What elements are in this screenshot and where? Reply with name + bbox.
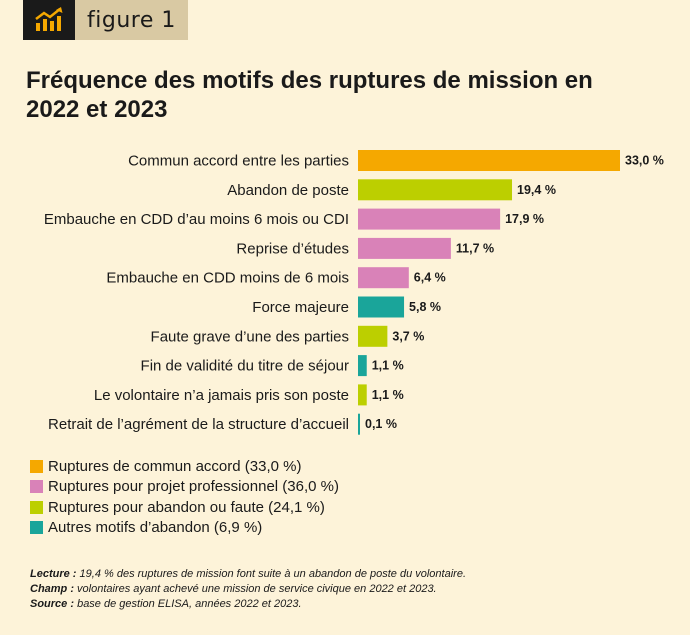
- bar: [358, 325, 388, 347]
- data-label: 11,7 %: [456, 241, 494, 255]
- category-label: Le volontaire n’a jamais pris son poste: [94, 387, 349, 404]
- legend-swatch: [30, 500, 43, 514]
- legend-item: Ruptures de commun accord (33,0 %): [30, 456, 339, 477]
- note-source-label: Source :: [30, 598, 75, 610]
- legend-item: Ruptures pour projet professionnel (36,0…: [30, 477, 339, 498]
- note-lecture-text: 19,4 % des ruptures de mission font suit…: [76, 568, 467, 580]
- bar: [358, 384, 367, 406]
- trend-chart-icon: [23, 0, 75, 40]
- category-label: Faute grave d’une des parties: [151, 328, 349, 345]
- legend-swatch: [30, 521, 43, 535]
- figure-tag: figure 1: [23, 0, 188, 40]
- note-lecture-label: Lecture :: [30, 568, 77, 580]
- category-label: Embauche en CDD moins de 6 mois: [106, 270, 349, 287]
- data-label: 17,9 %: [505, 212, 544, 226]
- note-lecture: Lecture : 19,4 % des ruptures de mission…: [30, 567, 466, 582]
- category-label: Reprise d’études: [236, 240, 349, 257]
- category-label: Commun accord entre les parties: [128, 153, 349, 170]
- note-champ-text: volontaires ayant achevé une mission de …: [74, 583, 437, 595]
- legend-label: Ruptures pour abandon ou faute (24,1 %): [48, 498, 325, 516]
- bar: [358, 150, 620, 171]
- legend-label: Ruptures de commun accord (33,0 %): [48, 457, 302, 475]
- bar: [358, 355, 367, 377]
- legend-swatch: [30, 459, 43, 473]
- data-label: 6,4 %: [414, 271, 446, 285]
- bar: [358, 237, 451, 259]
- data-label: 3,7 %: [392, 329, 424, 343]
- category-label: Retrait de l’agrément de la structure d’…: [48, 416, 349, 433]
- bar-chart: Commun accord entre les parties 33,0 % Aba…: [44, 150, 664, 435]
- data-label: 0,1 %: [365, 417, 397, 431]
- note-source: Source : base de gestion ELISA, années 2…: [30, 597, 466, 612]
- legend-swatch: [30, 480, 43, 494]
- data-label: 19,4 %: [517, 183, 556, 197]
- category-label: Fin de validité du titre de séjour: [141, 358, 349, 375]
- data-label: 33,0 %: [625, 154, 664, 168]
- bar: [358, 413, 360, 435]
- data-label: 1,1 %: [372, 359, 404, 373]
- figure-label: figure 1: [75, 0, 188, 40]
- category-label: Embauche en CDD d’au moins 6 mois ou CDI: [44, 211, 349, 228]
- note-source-text: base de gestion ELISA, années 2022 et 20…: [74, 598, 302, 610]
- legend-item: Ruptures pour abandon ou faute (24,1 %): [30, 497, 339, 518]
- data-label: 5,8 %: [409, 300, 441, 314]
- chart-notes: Lecture : 19,4 % des ruptures de mission…: [30, 567, 466, 612]
- note-champ: Champ : volontaires ayant achevé une mis…: [30, 582, 466, 597]
- category-label: Force majeure: [252, 299, 349, 316]
- legend-label: Ruptures pour projet professionnel (36,0…: [48, 478, 339, 496]
- legend-label: Autres motifs d’abandon (6,9 %): [48, 519, 263, 537]
- bar: [358, 267, 409, 289]
- bar: [358, 296, 405, 318]
- legend-item: Autres motifs d’abandon (6,9 %): [30, 518, 339, 539]
- note-champ-label: Champ :: [30, 583, 74, 595]
- category-label: Abandon de poste: [227, 182, 349, 199]
- bar: [358, 208, 501, 230]
- data-label: 1,1 %: [372, 388, 404, 402]
- bar: [358, 179, 513, 201]
- legend: Ruptures de commun accord (33,0 %) Ruptu…: [30, 456, 339, 538]
- chart-title: Fréquence des motifs des ruptures de mis…: [26, 67, 593, 123]
